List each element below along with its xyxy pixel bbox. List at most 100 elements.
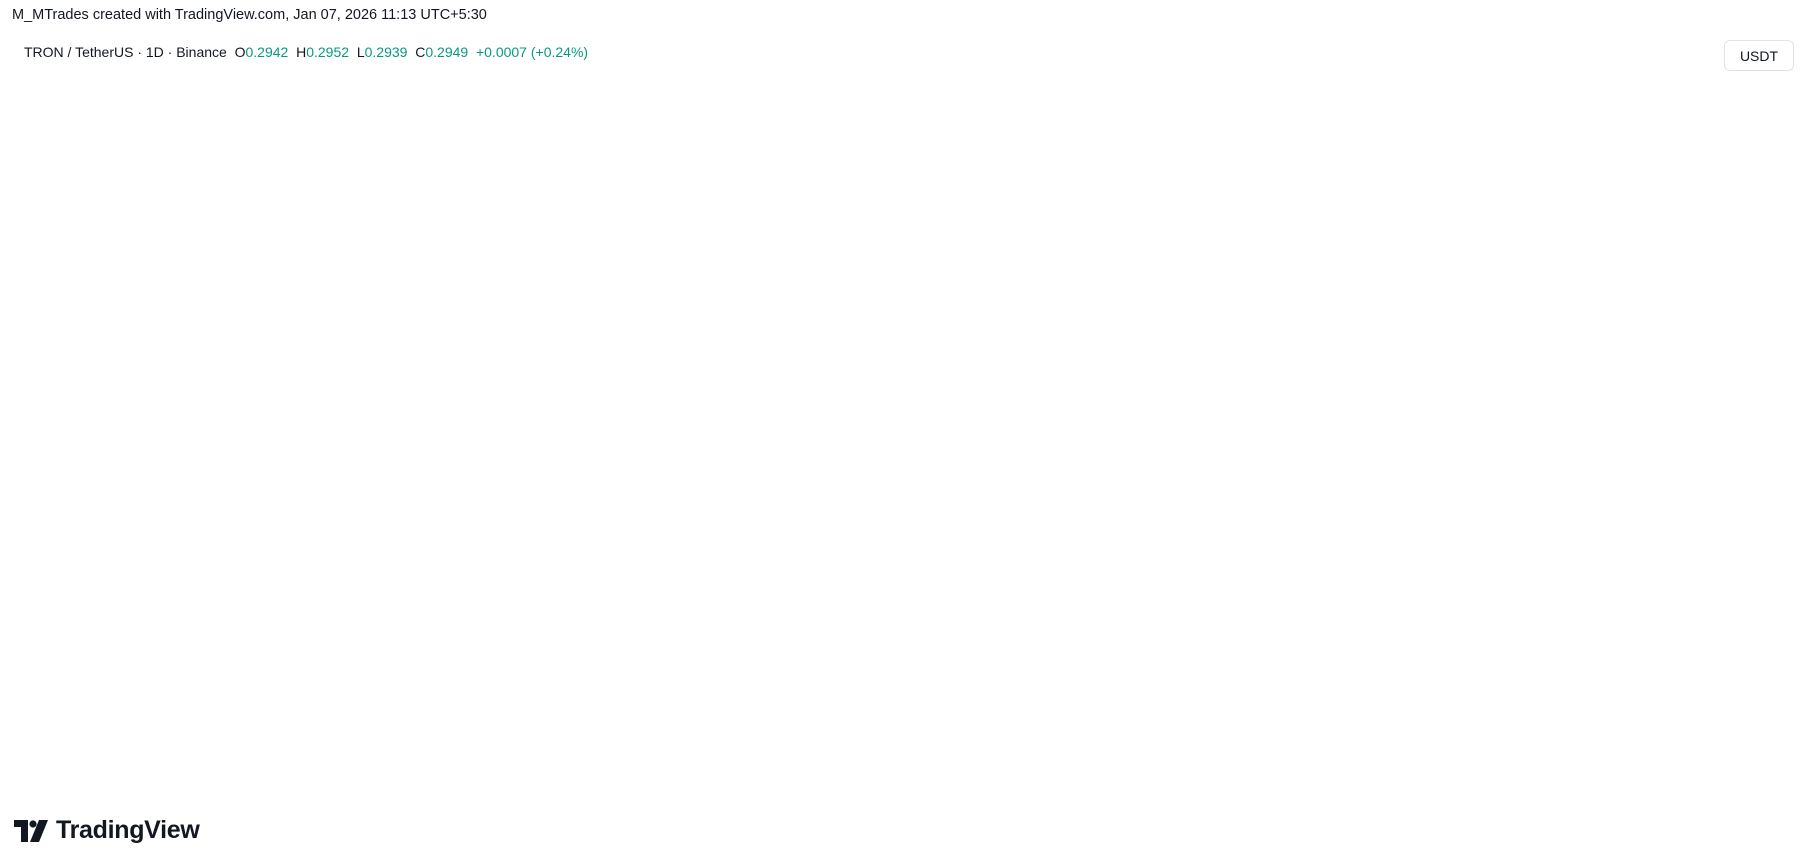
candle[interactable] — [816, 298, 821, 326]
candle[interactable] — [470, 163, 474, 207]
candle[interactable] — [564, 284, 568, 295]
candle[interactable] — [829, 299, 833, 318]
candle[interactable] — [94, 258, 98, 280]
candle[interactable] — [346, 159, 350, 166]
candle[interactable] — [213, 149, 217, 166]
candle[interactable] — [12, 346, 16, 355]
candle[interactable] — [551, 268, 555, 293]
candle[interactable] — [457, 146, 461, 168]
candle[interactable] — [81, 294, 85, 308]
candle[interactable] — [162, 165, 166, 181]
candle[interactable] — [645, 299, 649, 318]
candle[interactable] — [846, 281, 850, 295]
candle[interactable] — [269, 92, 273, 126]
candle[interactable] — [265, 91, 269, 114]
candle[interactable] — [406, 169, 410, 183]
candle[interactable] — [128, 214, 132, 226]
candle[interactable] — [218, 136, 222, 164]
candle[interactable] — [196, 172, 200, 184]
candle[interactable] — [290, 156, 294, 174]
candle[interactable] — [628, 279, 632, 298]
candle[interactable] — [513, 205, 517, 235]
candle[interactable] — [222, 123, 226, 151]
candle[interactable] — [808, 308, 812, 328]
candle[interactable] — [123, 204, 128, 227]
candle[interactable] — [299, 162, 303, 177]
candle[interactable] — [765, 319, 769, 333]
candle[interactable] — [448, 148, 453, 169]
candle[interactable] — [188, 185, 192, 211]
candle[interactable] — [51, 319, 55, 329]
candle[interactable] — [21, 330, 25, 355]
candle[interactable] — [401, 154, 406, 179]
candle[interactable] — [577, 308, 581, 328]
candle[interactable] — [239, 125, 243, 146]
candle[interactable] — [29, 330, 34, 345]
candle[interactable] — [782, 302, 786, 323]
candle[interactable] — [744, 320, 748, 337]
candle[interactable] — [637, 288, 641, 300]
candle[interactable] — [731, 311, 735, 327]
candle[interactable] — [333, 185, 337, 285]
candle[interactable] — [735, 311, 739, 322]
candle[interactable] — [821, 298, 825, 319]
candle[interactable] — [761, 321, 765, 335]
candle[interactable] — [380, 150, 384, 158]
candle[interactable] — [598, 292, 602, 312]
candle[interactable] — [803, 314, 808, 330]
candle[interactable] — [427, 168, 431, 182]
candle[interactable] — [774, 316, 778, 332]
candle[interactable] — [795, 313, 799, 331]
candle[interactable] — [64, 311, 68, 318]
candle[interactable] — [230, 104, 235, 133]
candle[interactable] — [547, 268, 551, 292]
candle[interactable] — [141, 208, 145, 222]
candle[interactable] — [136, 214, 140, 240]
candle[interactable] — [273, 116, 277, 143]
candle[interactable] — [38, 323, 42, 342]
candle[interactable] — [530, 218, 534, 229]
candle[interactable] — [538, 250, 543, 285]
candle[interactable] — [17, 346, 21, 359]
candle[interactable] — [419, 168, 423, 192]
candle[interactable] — [602, 287, 607, 305]
candle[interactable] — [243, 125, 247, 150]
candle[interactable] — [149, 196, 153, 211]
candle[interactable] — [444, 156, 448, 166]
candle[interactable] — [397, 152, 401, 165]
candle[interactable] — [277, 132, 282, 167]
candle[interactable] — [410, 169, 414, 184]
candle[interactable] — [679, 322, 684, 342]
candle[interactable] — [414, 169, 418, 187]
candle[interactable] — [226, 87, 230, 134]
candle[interactable] — [200, 166, 205, 187]
candle[interactable] — [461, 146, 466, 166]
candle[interactable] — [833, 284, 838, 308]
candle[interactable] — [85, 279, 89, 302]
candle[interactable] — [769, 316, 773, 328]
currency-button[interactable]: USDT — [1724, 40, 1794, 71]
candle[interactable] — [573, 298, 577, 318]
candle[interactable] — [436, 167, 440, 183]
candle[interactable] — [632, 279, 637, 299]
candle[interactable] — [500, 212, 504, 237]
price-axis[interactable]: 0.3600 0.3400 0.3200 80.00 40.00 2 B −0.0100 0.… — [1720, 77, 1796, 753]
candle[interactable] — [851, 280, 855, 296]
candle[interactable] — [440, 158, 444, 184]
candle[interactable] — [478, 206, 483, 225]
candle[interactable] — [389, 148, 393, 161]
candle[interactable] — [46, 319, 51, 330]
candle[interactable] — [825, 303, 829, 320]
candle[interactable] — [525, 212, 530, 234]
candle[interactable] — [175, 185, 179, 202]
candle[interactable] — [320, 175, 324, 197]
candle[interactable] — [496, 212, 500, 226]
candle[interactable] — [183, 197, 188, 215]
candle[interactable] — [209, 149, 213, 178]
candle[interactable] — [671, 334, 675, 340]
candle[interactable] — [367, 141, 371, 157]
candle[interactable] — [307, 164, 312, 186]
candle[interactable] — [487, 205, 491, 216]
candle[interactable] — [376, 152, 380, 166]
